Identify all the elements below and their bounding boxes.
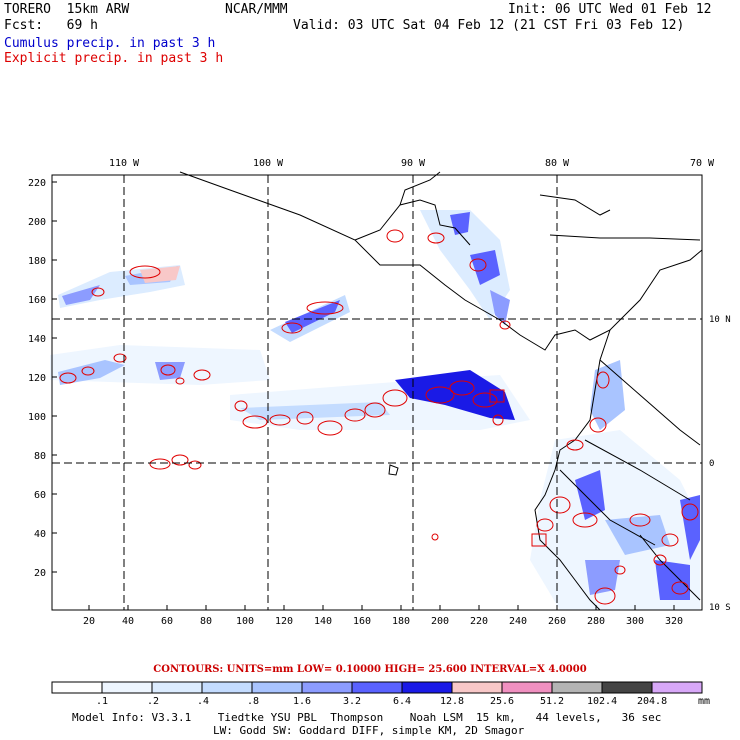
colorbar-label: 25.6 <box>490 696 515 707</box>
lon-label-70w: 70 W <box>690 158 715 169</box>
lon-label-110w: 110 W <box>109 158 140 169</box>
y-tick-label: 40 <box>34 529 46 540</box>
y-tick-label: 100 <box>28 412 46 423</box>
colorbar-swatch <box>301 681 353 694</box>
valid-time: Valid: 03 UTC Sat 04 Feb 12 (21 CST Fri … <box>293 18 685 33</box>
colorbar-swatch <box>151 681 203 694</box>
x-tick-label: 180 <box>392 616 410 627</box>
lat-label-10s: 10 S <box>709 603 731 613</box>
lon-label-100w: 100 W <box>253 158 284 169</box>
x-tick-label: 240 <box>509 616 527 627</box>
colorbar-swatch <box>601 681 653 694</box>
x-tick-label: 160 <box>353 616 371 627</box>
init-time: Init: 06 UTC Wed 01 Feb 12 <box>508 2 712 17</box>
colorbar-label: 3.2 <box>343 696 362 707</box>
x-tick-label: 280 <box>587 616 605 627</box>
x-tick-label: 200 <box>431 616 449 627</box>
lat-label-10n: 10 N <box>709 315 731 325</box>
colorbar-label: 204.8 <box>637 696 668 707</box>
x-tick-label: 100 <box>236 616 254 627</box>
y-tick-label: 180 <box>28 256 46 267</box>
colorbar-label: 102.4 <box>587 696 618 707</box>
x-tick-label: 260 <box>548 616 566 627</box>
x-tick-label: 140 <box>314 616 332 627</box>
colorbar-label: 1.6 <box>293 696 312 707</box>
colorbar-unit: mm <box>698 696 711 707</box>
x-tick-label: 300 <box>626 616 644 627</box>
model-title: TORERO 15km ARW <box>4 2 130 17</box>
colorbar-swatch <box>401 681 453 694</box>
y-tick-label: 220 <box>28 178 46 189</box>
colorbar-label: .2 <box>147 696 160 707</box>
y-tick-label: 120 <box>28 373 46 384</box>
y-tick-label: 160 <box>28 295 46 306</box>
forecast-hour: Fcst: 69 h <box>4 18 98 33</box>
colorbar-label: .8 <box>247 696 260 707</box>
x-tick-label: 220 <box>470 616 488 627</box>
model-info: Model Info: V3.3.1 Tiedtke YSU PBL Thomp… <box>72 711 662 724</box>
colorbar-label: 12.8 <box>440 696 465 707</box>
colorbar-label: 51.2 <box>540 696 565 707</box>
y-tick-label: 20 <box>34 568 46 579</box>
colorbar-label: .1 <box>96 696 109 707</box>
colorbar-swatch <box>651 681 703 694</box>
colorbar <box>51 681 703 694</box>
colorbar-swatch <box>201 681 253 694</box>
tick-marks <box>52 181 675 610</box>
x-tick-label: 60 <box>161 616 173 627</box>
colorbar-swatch <box>251 681 303 694</box>
y-tick-label: 200 <box>28 217 46 228</box>
coastlines <box>179 171 703 611</box>
graticule <box>52 175 702 610</box>
colorbar-swatch <box>101 681 153 694</box>
colorbar-swatch <box>351 681 403 694</box>
cumulus-shading <box>50 210 700 610</box>
cumulus-title: Cumulus precip. in past 3 h <box>4 36 216 51</box>
y-tick-label: 60 <box>34 490 46 501</box>
physics-info: LW: Godd SW: Goddard DIFF, simple KM, 2D… <box>213 724 525 737</box>
x-tick-label: 320 <box>665 616 683 627</box>
contour-info: CONTOURS: UNITS=mm LOW= 0.10000 HIGH= 25… <box>153 664 587 675</box>
explicit-contours <box>59 229 699 605</box>
x-tick-label: 80 <box>200 616 212 627</box>
colorbar-swatch <box>51 681 103 694</box>
colorbar-swatch <box>451 681 503 694</box>
lon-label-90w: 90 W <box>401 158 426 169</box>
colorbar-swatch <box>501 681 553 694</box>
organization-label: NCAR/MMM <box>225 2 288 17</box>
map-frame <box>51 174 703 611</box>
y-tick-label: 140 <box>28 334 46 345</box>
colorbar-label: .4 <box>197 696 210 707</box>
lat-label-0: 0 <box>709 459 714 469</box>
colorbar-label: 6.4 <box>393 696 412 707</box>
lon-label-80w: 80 W <box>545 158 570 169</box>
colorbar-swatch <box>551 681 603 694</box>
x-tick-label: 120 <box>275 616 293 627</box>
x-tick-label: 40 <box>122 616 134 627</box>
y-tick-label: 80 <box>34 451 46 462</box>
x-tick-label: 20 <box>83 616 95 627</box>
explicit-title: Explicit precip. in past 3 h <box>4 51 224 66</box>
